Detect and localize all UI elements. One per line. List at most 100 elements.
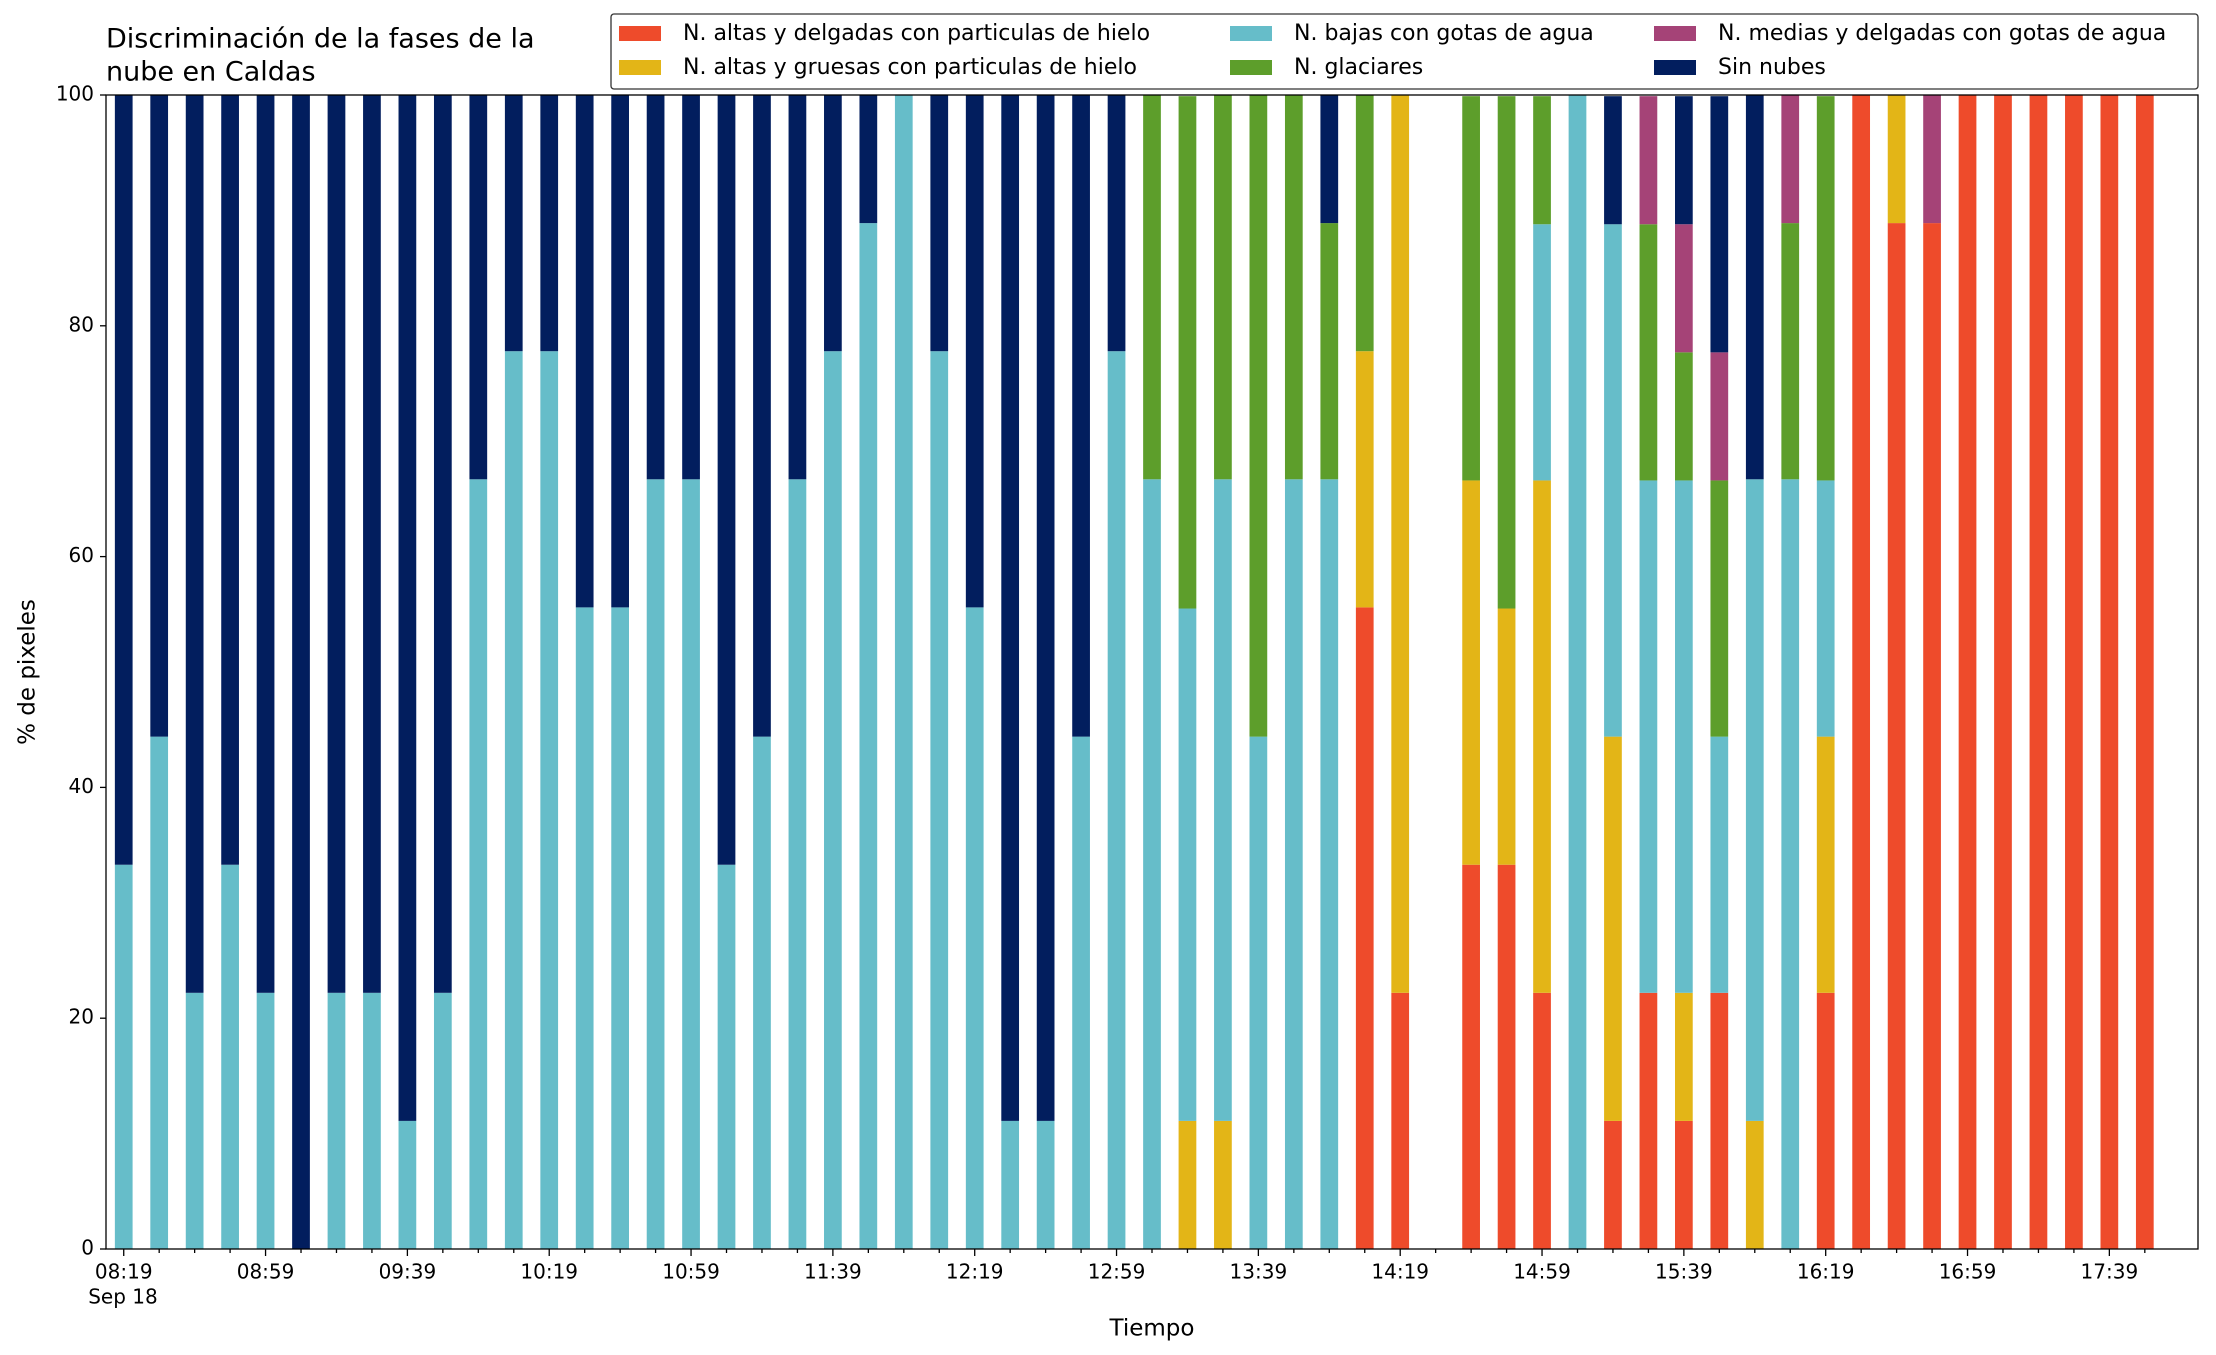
bar-segment [1178,1120,1197,1249]
bar-segment [1107,351,1126,1249]
bar-segment [2135,95,2154,1249]
x-tick-label: 14:59 [1513,1260,1571,1284]
bar-segment [1533,224,1551,481]
bar-segment [540,95,559,352]
bar-segment [1355,351,1374,608]
bar-segment [1675,224,1693,353]
bar-segment [1462,480,1480,865]
x-tick-label: 08:59 [237,1260,295,1284]
bar-segment [1816,736,1835,993]
legend-swatch [1230,60,1272,75]
bar-segment [1284,95,1303,480]
bar-segment [1781,223,1800,480]
legend-label: N. bajas con gotas de agua [1294,21,1594,46]
bar-segment [1923,223,1941,1249]
x-tick-label: 09:39 [379,1260,437,1284]
bar-segment [1675,1120,1693,1249]
bar-segment [930,351,949,1249]
bar-segment [611,607,629,1249]
bar-segment [1816,480,1835,737]
legend-swatch [1230,26,1272,41]
x-tick-label: 11:39 [804,1260,862,1284]
bar-segment [1143,95,1161,480]
bar-segment [1249,95,1268,737]
bar-segment [753,736,771,1249]
bar-segment [292,95,310,1249]
legend-label: N. medias y delgadas con gotas de agua [1718,21,2166,46]
bar-segment [363,95,381,993]
bar-segment [185,95,204,993]
bar-segment [1249,736,1268,1249]
bar-segment [1462,864,1480,1249]
chart-title: Discriminación de la fases de la [106,24,535,55]
bar-segment [717,864,736,1249]
bar-segment [221,95,239,865]
bar-segment [1036,95,1055,1121]
bar-segment [1781,95,1800,224]
x-axis-label: Tiempo [1109,1316,1195,1342]
plot-frame [105,94,2199,1250]
bar-segment [965,95,984,608]
bar-segment [185,992,204,1249]
bar-segment [1639,224,1658,481]
bar-segment [1497,864,1516,1249]
bar-segment [363,992,381,1249]
y-tick-label: 80 [69,312,94,336]
bar-segment [1639,992,1658,1249]
bar-segment [1639,480,1658,993]
bar-segment [717,95,736,865]
bar-segment [1923,95,1941,224]
bar-segment [114,864,133,1249]
bar-segment [1675,992,1693,1121]
bar-segment [1036,1120,1055,1249]
bar-segment [788,479,807,1250]
bar-segment [646,479,665,1250]
y-tick-label: 60 [69,543,94,567]
bar-segment [859,223,878,1249]
bar-segment [1072,95,1090,737]
bar-segment [1745,1120,1764,1249]
bar-segment [256,992,275,1249]
legend-box [610,13,2199,90]
bar-segment [1710,992,1729,1249]
x-tick-label: 10:59 [662,1260,720,1284]
bar-segment [1745,479,1764,1121]
bar-segment [1143,479,1161,1250]
bar-segment [1533,992,1551,1249]
bar-segment [2100,95,2119,1249]
bar-segment [1391,95,1410,993]
legend-label: N. glaciares [1294,55,1423,80]
x-date-label: Sep 18 [88,1285,158,1309]
bar-segment [894,95,913,1249]
bar-segment [1178,96,1197,609]
bar-segment [398,1120,417,1249]
bar-segment [1497,608,1516,865]
bar-segment [1816,96,1835,481]
bar-segment [256,95,275,993]
bar-segment [1710,480,1729,737]
bar-segment [1994,95,2012,1249]
y-axis-label: % de pixeles [15,599,41,745]
bar-segment [540,351,559,1249]
bar-segment [1462,96,1480,481]
bar-segment [611,95,629,608]
legend-label: Sin nubes [1718,55,1826,80]
legend-swatch [619,60,661,75]
x-tick-label: 17:39 [2081,1260,2139,1284]
bar-segment [1887,95,1906,224]
bar-segment [1816,992,1835,1249]
bar-segment [1001,1120,1020,1249]
bar-segment [1745,95,1764,480]
bar-segment [1320,479,1339,1250]
bar-segment [575,607,594,1249]
y-tick-label: 20 [69,1005,94,1029]
legend-swatch [619,26,661,41]
bar-segment [1568,95,1587,1249]
bar-segment [1214,1120,1232,1249]
bar-segment [930,95,949,352]
bar-segment [1320,95,1339,224]
bar-segment [824,95,842,352]
bar-segment [1604,224,1622,737]
bar-segment [469,95,488,480]
